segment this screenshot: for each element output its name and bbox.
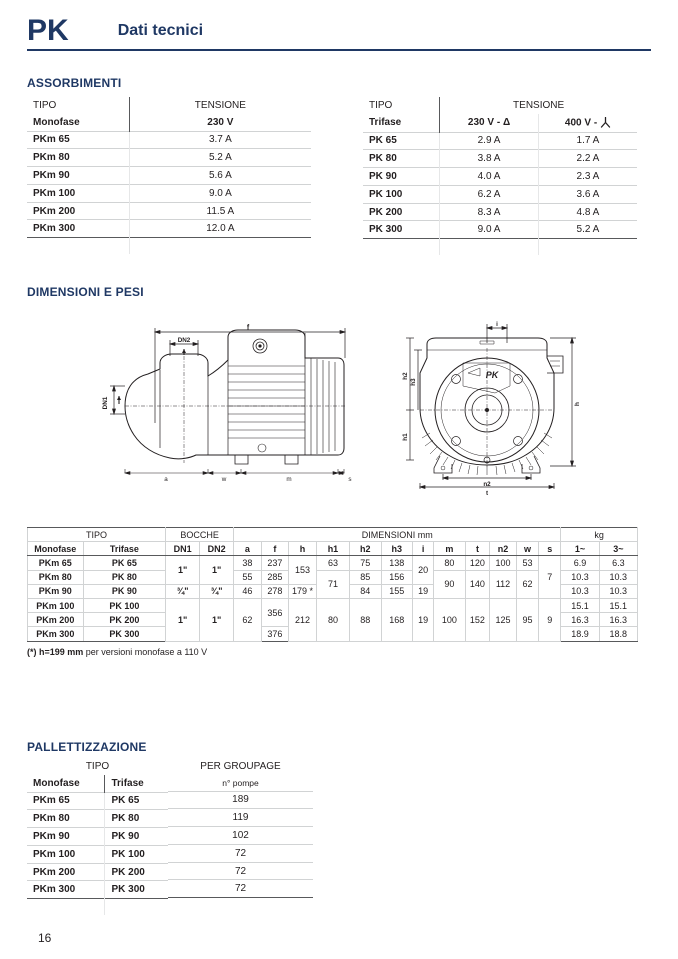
svg-text:a: a (164, 476, 168, 483)
svg-text:s: s (348, 476, 351, 483)
svg-text:m: m (286, 476, 291, 483)
svg-text:DN1: DN1 (102, 396, 109, 409)
svg-text:h: h (574, 402, 581, 406)
svg-text:t: t (486, 490, 489, 497)
svg-text:h3: h3 (410, 378, 417, 386)
svg-text:h1: h1 (402, 433, 409, 441)
svg-text:i: i (496, 321, 498, 328)
svg-text:w: w (221, 476, 227, 483)
svg-text:h2: h2 (402, 372, 409, 380)
svg-text:PK: PK (486, 370, 500, 380)
svg-text:DN2: DN2 (178, 337, 191, 344)
